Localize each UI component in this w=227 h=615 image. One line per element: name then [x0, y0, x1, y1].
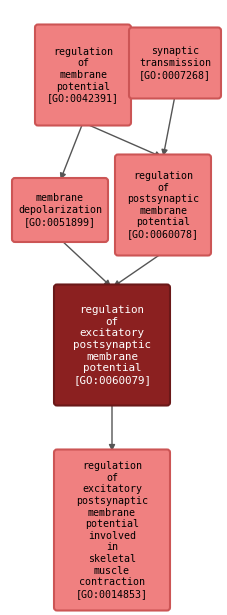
FancyBboxPatch shape: [12, 178, 108, 242]
FancyBboxPatch shape: [35, 25, 131, 125]
FancyBboxPatch shape: [115, 154, 211, 255]
FancyBboxPatch shape: [129, 28, 221, 98]
Text: synaptic
transmission
[GO:0007268]: synaptic transmission [GO:0007268]: [139, 46, 211, 79]
Text: regulation
of
excitatory
postsynaptic
membrane
potential
involved
in
skeletal
mu: regulation of excitatory postsynaptic me…: [76, 461, 148, 599]
Text: membrane
depolarization
[GO:0051899]: membrane depolarization [GO:0051899]: [18, 193, 102, 226]
Text: regulation
of
postsynaptic
membrane
potential
[GO:0060078]: regulation of postsynaptic membrane pote…: [127, 171, 199, 239]
FancyBboxPatch shape: [54, 285, 170, 405]
Text: regulation
of
excitatory
postsynaptic
membrane
potential
[GO:0060079]: regulation of excitatory postsynaptic me…: [73, 305, 151, 385]
Text: regulation
of
membrane
potential
[GO:0042391]: regulation of membrane potential [GO:004…: [47, 47, 119, 103]
FancyBboxPatch shape: [54, 450, 170, 611]
